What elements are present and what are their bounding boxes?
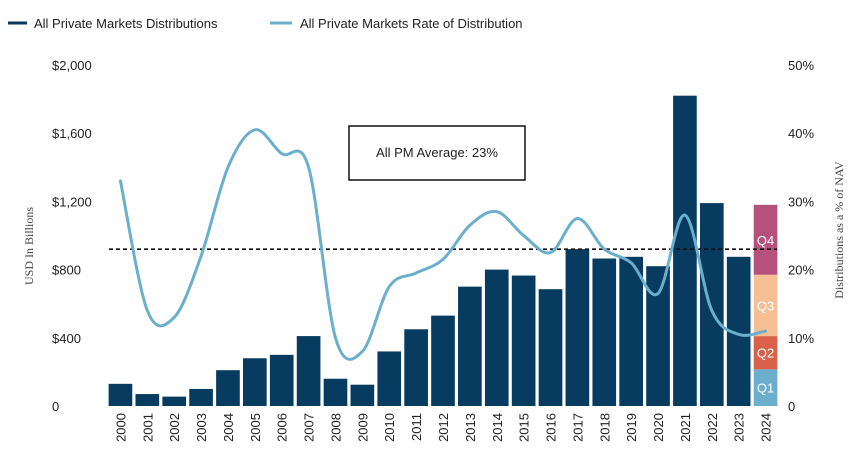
stack-label-q4: Q4 bbox=[757, 233, 774, 248]
stack-label-q2: Q2 bbox=[757, 346, 774, 361]
x-tick-label-2011: 2011 bbox=[409, 413, 424, 441]
stack-label-q1: Q1 bbox=[757, 381, 774, 396]
bar-2017 bbox=[565, 249, 590, 406]
x-tick-label-2000: 2000 bbox=[113, 413, 128, 442]
x-tick-label-2005: 2005 bbox=[248, 413, 263, 442]
y-right-tick-label: 20% bbox=[788, 263, 814, 278]
y-right-tick-label: 30% bbox=[788, 194, 814, 209]
bar-2000 bbox=[108, 383, 133, 406]
stack-segment-q4 bbox=[753, 204, 778, 275]
y-right-tick-label: 40% bbox=[788, 126, 814, 141]
legend: All Private Markets Distributions All Pr… bbox=[8, 16, 523, 31]
x-tick-label-2012: 2012 bbox=[436, 413, 451, 442]
x-tick-label-2004: 2004 bbox=[221, 413, 236, 442]
bar-2015 bbox=[511, 275, 536, 406]
y-right-tick-label: 10% bbox=[788, 331, 814, 346]
bar-2023 bbox=[726, 256, 751, 406]
x-tick-label-2016: 2016 bbox=[544, 413, 559, 442]
x-tick-label-2010: 2010 bbox=[382, 413, 397, 442]
x-tick-label-2015: 2015 bbox=[517, 413, 532, 442]
x-tick-label-2024: 2024 bbox=[759, 413, 774, 442]
bar-2001 bbox=[135, 394, 160, 406]
x-tick-label-2002: 2002 bbox=[167, 413, 182, 442]
legend-label-rate: All Private Markets Rate of Distribution bbox=[300, 16, 523, 31]
average-annotation-label: All PM Average: 23% bbox=[376, 145, 498, 160]
y-right-tick-label: 50% bbox=[788, 58, 814, 73]
y-right-ticks: 0 10% 20% 30% 40% 50% bbox=[788, 58, 814, 414]
bar-2013 bbox=[458, 286, 482, 406]
y-left-tick-label: $2,000 bbox=[52, 58, 92, 73]
bar-2003 bbox=[189, 388, 213, 406]
x-tick-label-2022: 2022 bbox=[705, 413, 720, 442]
y-left-tick-label: $800 bbox=[52, 263, 81, 278]
bar-2010 bbox=[377, 351, 402, 406]
stack-segment-q3 bbox=[753, 274, 778, 337]
bar-2007 bbox=[296, 336, 321, 406]
stack-label-q3: Q3 bbox=[757, 298, 774, 313]
y-left-tick-label: $1,600 bbox=[52, 126, 92, 141]
stacked-2024: Q1 Q2 Q3 Q4 bbox=[753, 204, 778, 406]
bar-2018 bbox=[592, 258, 617, 406]
y-left-ticks: 0 $400 $800 $1,200 $1,600 $2,000 bbox=[52, 58, 92, 414]
stack-segment-q1 bbox=[753, 369, 778, 406]
y-left-tick-label: $400 bbox=[52, 331, 81, 346]
y-left-tick-label: 0 bbox=[52, 399, 59, 414]
bar-2011 bbox=[404, 329, 428, 406]
x-tick-label-2018: 2018 bbox=[597, 413, 612, 442]
bar-2004 bbox=[216, 370, 240, 406]
bar-2009 bbox=[350, 384, 375, 406]
x-tick-label-2014: 2014 bbox=[490, 413, 505, 442]
bar-2014 bbox=[484, 269, 509, 406]
x-tick-label-2019: 2019 bbox=[624, 413, 639, 442]
x-axis-labels: 2000 2001 2002 2003 2004 2005 2006 2007 2008 2009… bbox=[113, 413, 773, 442]
bar-2002 bbox=[162, 396, 187, 406]
bars bbox=[108, 95, 751, 406]
bar-2020 bbox=[646, 266, 670, 406]
y-right-tick-label: 0 bbox=[788, 399, 795, 414]
x-tick-label-2001: 2001 bbox=[140, 413, 155, 442]
x-tick-label-2007: 2007 bbox=[302, 413, 317, 442]
bar-2008 bbox=[323, 378, 348, 406]
bar-2021 bbox=[673, 95, 697, 406]
bar-2016 bbox=[538, 289, 563, 406]
x-tick-label-2023: 2023 bbox=[732, 413, 747, 442]
x-tick-label-2017: 2017 bbox=[570, 413, 585, 442]
y-left-axis-title: USD In Billions bbox=[22, 207, 36, 285]
bar-2019 bbox=[619, 256, 643, 406]
x-tick-label-2021: 2021 bbox=[678, 413, 693, 442]
rate-line bbox=[118, 128, 768, 361]
average-annotation: All PM Average: 23% bbox=[348, 125, 526, 181]
stack-segment-q2 bbox=[753, 336, 778, 370]
x-tick-label-2020: 2020 bbox=[651, 413, 666, 442]
bar-2005 bbox=[243, 358, 267, 406]
x-tick-label-2003: 2003 bbox=[194, 413, 209, 442]
x-tick-label-2006: 2006 bbox=[275, 413, 290, 442]
y-right-axis-title: Distributions as a % of NAV bbox=[832, 161, 846, 299]
bar-2006 bbox=[269, 354, 294, 406]
x-tick-label-2008: 2008 bbox=[328, 413, 343, 442]
y-left-tick-label: $1,200 bbox=[52, 194, 92, 209]
legend-label-distributions: All Private Markets Distributions bbox=[34, 16, 218, 31]
average-annotation-box bbox=[348, 125, 526, 181]
bar-2012 bbox=[431, 315, 455, 406]
bar-2022 bbox=[699, 203, 724, 406]
x-tick-label-2013: 2013 bbox=[463, 413, 478, 442]
x-tick-label-2009: 2009 bbox=[355, 413, 370, 442]
